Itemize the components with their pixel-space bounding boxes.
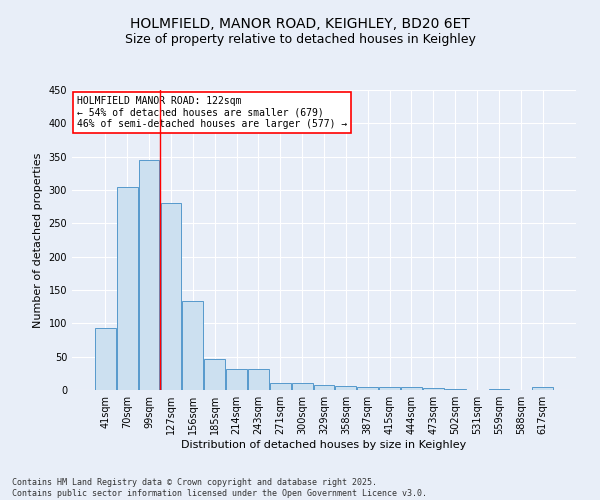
Bar xyxy=(226,370,247,390)
Bar xyxy=(248,370,269,390)
Bar xyxy=(117,188,137,390)
Bar xyxy=(182,300,203,390)
Text: Contains HM Land Registry data © Crown copyright and database right 2025.
Contai: Contains HM Land Registry data © Crown c… xyxy=(12,478,427,498)
Bar xyxy=(379,388,400,390)
Y-axis label: Number of detached properties: Number of detached properties xyxy=(33,152,43,328)
Text: HOLMFIELD, MANOR ROAD, KEIGHLEY, BD20 6ET: HOLMFIELD, MANOR ROAD, KEIGHLEY, BD20 6E… xyxy=(130,18,470,32)
Bar xyxy=(204,360,225,390)
Bar xyxy=(270,384,290,390)
Bar xyxy=(292,384,313,390)
Text: Size of property relative to detached houses in Keighley: Size of property relative to detached ho… xyxy=(125,32,475,46)
Bar xyxy=(95,328,116,390)
Bar xyxy=(358,388,378,390)
Bar xyxy=(139,160,160,390)
Bar xyxy=(401,388,422,390)
Bar xyxy=(423,388,444,390)
Text: HOLMFIELD MANOR ROAD: 122sqm
← 54% of detached houses are smaller (679)
46% of s: HOLMFIELD MANOR ROAD: 122sqm ← 54% of de… xyxy=(77,96,347,129)
Bar xyxy=(335,386,356,390)
Bar xyxy=(161,204,181,390)
Bar xyxy=(314,386,334,390)
X-axis label: Distribution of detached houses by size in Keighley: Distribution of detached houses by size … xyxy=(181,440,467,450)
Bar xyxy=(532,388,553,390)
